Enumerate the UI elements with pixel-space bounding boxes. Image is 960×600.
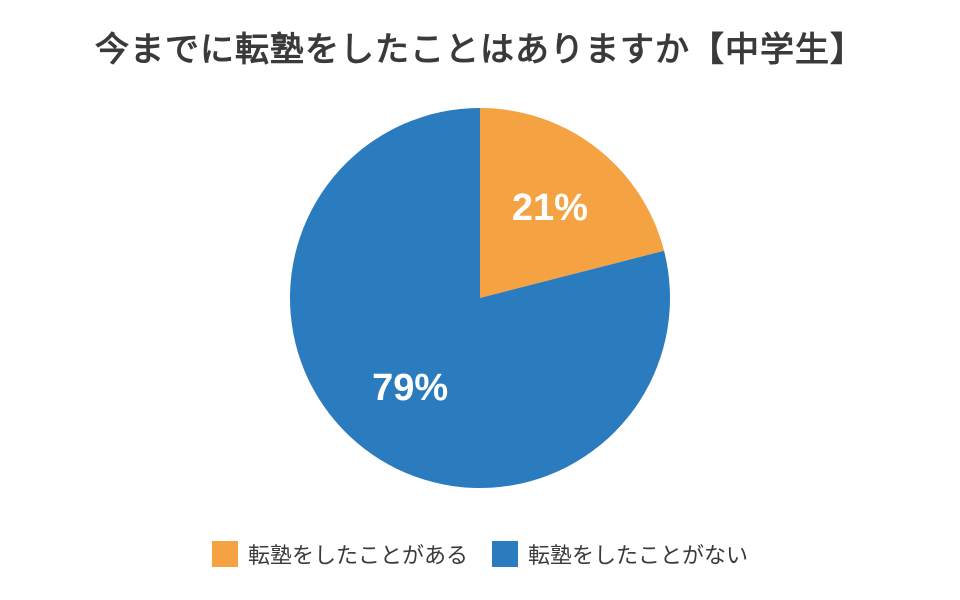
legend-label-no-transfer: 転塾をしたことがない [528,544,749,569]
pie-slice-no-transfer [290,108,671,488]
slice-label-had-transfer: 21% [512,187,588,229]
legend-item-no-transfer: 転塾をしたことがない [492,538,748,570]
chart-title: 今までに転塾をしたことはありますか【中学生】 [95,30,865,70]
pie-slice-had-transfer [480,108,665,298]
legend: 転塾をしたことがある 転塾をしたことがない [0,538,960,570]
legend-label-had-transfer: 転塾をしたことがある [247,544,468,569]
legend-swatch-had-transfer [211,541,238,567]
legend-item-had-transfer: 転塾をしたことがある [211,538,468,570]
slice-label-no-transfer: 79% [372,367,448,409]
legend-swatch-no-transfer [492,541,518,567]
